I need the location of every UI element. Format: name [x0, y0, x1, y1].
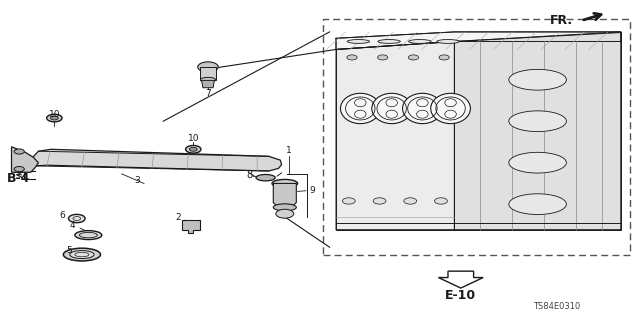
Polygon shape: [273, 183, 296, 207]
Ellipse shape: [273, 204, 296, 211]
Text: 3: 3: [134, 176, 140, 185]
Polygon shape: [182, 220, 200, 233]
Circle shape: [373, 198, 386, 204]
Polygon shape: [12, 147, 38, 172]
Polygon shape: [31, 149, 282, 171]
Circle shape: [198, 62, 218, 72]
Ellipse shape: [509, 194, 566, 215]
Circle shape: [68, 214, 85, 223]
Circle shape: [14, 149, 24, 154]
Text: FR.: FR.: [550, 14, 573, 27]
Ellipse shape: [75, 231, 102, 240]
Text: 1: 1: [287, 146, 292, 155]
Circle shape: [14, 167, 24, 172]
Text: 7: 7: [205, 89, 211, 98]
Text: 10: 10: [49, 110, 60, 119]
Circle shape: [186, 145, 201, 153]
Text: TS84E0310: TS84E0310: [533, 302, 580, 311]
Text: 2: 2: [175, 213, 180, 222]
Circle shape: [408, 55, 419, 60]
Polygon shape: [336, 32, 621, 49]
Circle shape: [378, 55, 388, 60]
Ellipse shape: [403, 93, 442, 124]
Circle shape: [347, 55, 357, 60]
Ellipse shape: [437, 40, 460, 43]
Ellipse shape: [63, 248, 100, 261]
Ellipse shape: [509, 152, 566, 173]
Text: 8: 8: [246, 170, 253, 180]
Ellipse shape: [70, 251, 94, 258]
Polygon shape: [454, 32, 621, 230]
Text: 5: 5: [67, 246, 72, 255]
Ellipse shape: [509, 111, 566, 132]
Ellipse shape: [200, 77, 216, 82]
Circle shape: [439, 55, 449, 60]
Circle shape: [189, 147, 197, 151]
Circle shape: [51, 116, 58, 120]
Text: B-4: B-4: [6, 172, 30, 184]
Polygon shape: [438, 271, 483, 288]
Text: 9: 9: [310, 186, 316, 195]
Polygon shape: [200, 67, 216, 80]
Text: 6: 6: [60, 211, 65, 220]
Circle shape: [47, 114, 62, 122]
Ellipse shape: [431, 93, 470, 124]
Bar: [323, 19, 630, 255]
Polygon shape: [202, 80, 214, 88]
Ellipse shape: [509, 69, 566, 90]
Polygon shape: [336, 41, 454, 230]
Ellipse shape: [348, 40, 370, 43]
Circle shape: [435, 198, 447, 204]
Circle shape: [342, 198, 355, 204]
Text: E-10: E-10: [445, 289, 476, 301]
Ellipse shape: [340, 93, 380, 124]
Circle shape: [404, 198, 417, 204]
Ellipse shape: [409, 40, 431, 43]
Text: 10: 10: [188, 134, 199, 143]
Circle shape: [276, 209, 294, 218]
Ellipse shape: [372, 93, 412, 124]
Ellipse shape: [256, 174, 275, 181]
Ellipse shape: [272, 179, 298, 188]
Text: 4: 4: [70, 221, 75, 230]
Ellipse shape: [378, 40, 401, 43]
